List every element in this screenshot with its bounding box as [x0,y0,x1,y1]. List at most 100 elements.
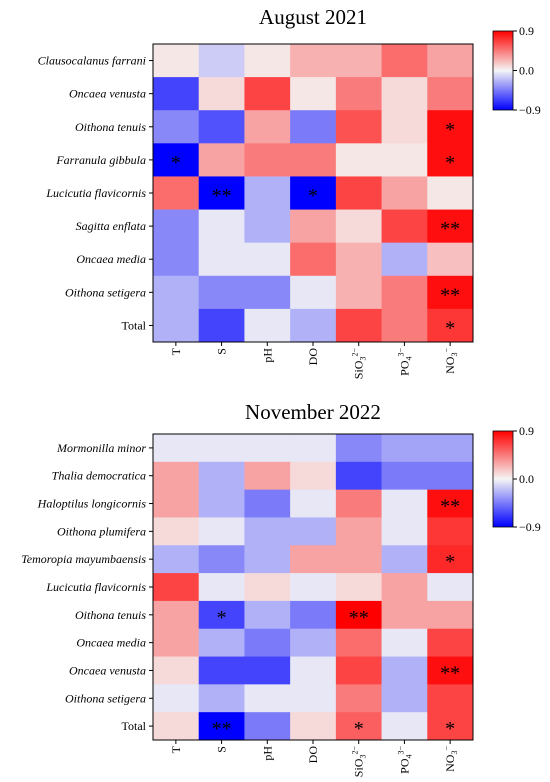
row-label: Oithona plumifera [57,524,146,538]
heatmap-cell [198,209,245,244]
heatmap-cell [290,656,337,685]
heatmap-cell [381,275,428,310]
row-label: Mormonilla minor [56,441,146,455]
heatmap-cell [335,545,382,574]
heatmap-cell [335,489,382,518]
heatmap-cell [153,461,200,491]
heatmap-cell [244,308,291,343]
significance-mark: * [445,718,455,740]
column-label: NO3− [442,746,459,772]
row-label: Total [122,318,147,332]
heatmap-cell [381,517,428,546]
heatmap-cell [198,176,245,210]
row-label: Oncaea media [76,636,146,650]
heatmap-cell [427,517,474,546]
heatmap-cell [381,489,428,518]
heatmap-cell [198,242,245,277]
heatmap-cell [427,44,474,78]
colorbar-tick-label: −0.9 [519,103,541,117]
heatmap-cell [290,712,337,741]
heatmap-cell [290,77,337,111]
heatmap-cell [198,143,245,177]
colorbar-tick-label: 0.0 [519,64,534,78]
heatmap-cell [427,209,474,244]
heatmap-cell [198,461,245,491]
heatmap-cell [244,110,291,144]
row-label: Temoropia mayumbaensis [21,552,146,566]
heatmap-cell [244,176,291,210]
heatmap-cell [427,242,474,277]
heatmap-cell [153,275,200,310]
heatmap-cell [335,461,382,491]
column-label: pH [260,746,274,761]
heatmap-cell [153,110,200,144]
heatmap-cell [427,489,474,518]
heatmap-cell [335,684,382,713]
heatmap-cell [198,489,245,518]
significance-mark: * [445,551,455,573]
row-label: Oncaea media [76,252,146,266]
column-label: SiO32− [351,746,368,778]
heatmap-cell [335,628,382,657]
significance-mark: ** [440,218,460,240]
heatmap-cell [153,242,200,277]
heatmap-cell [335,275,382,310]
heatmap-cell [290,600,337,630]
heatmap-cell [290,573,337,602]
chart-title: August 2021 [259,5,367,29]
heatmap-cell [244,143,291,177]
heatmap-cell [198,545,245,574]
significance-mark: ** [440,662,460,684]
heatmap-cell [335,712,382,741]
row-label: Farranula gibbula [55,153,146,167]
heatmap-cell [381,461,428,491]
heatmap-cell [381,712,428,741]
heatmap-cell [290,517,337,546]
column-label: NO3− [442,348,459,374]
significance-mark: * [445,119,455,141]
significance-mark: ** [212,718,232,740]
heatmap-cell [153,600,200,630]
significance-mark: ** [440,496,460,518]
heatmap-cell [244,712,291,741]
heatmap-cell [335,110,382,144]
heatmap-cell [427,573,474,602]
heatmap-cell [244,656,291,685]
column-label: DO [306,348,320,366]
heatmap-cell [198,308,245,343]
heatmap-cell [427,110,474,144]
heatmap-cell [153,489,200,518]
row-label: Total [122,719,147,733]
heatmap-november-2022: November 2022**** ****** * *Mormonilla mino… [21,400,541,777]
colorbar-tick-label: −0.9 [519,520,541,534]
heatmap-cell [381,600,428,630]
heatmap-cell [198,44,245,78]
heatmap-cell [198,712,245,741]
heatmap-cell [153,308,200,343]
row-label: Oithona tenuis [75,608,146,622]
heatmap-cell [381,545,428,574]
heatmap-cell [427,77,474,111]
heatmap-cell [244,517,291,546]
column-label: PO43− [396,348,413,376]
column-label: T [169,745,183,753]
heatmap-cell [198,434,245,463]
heatmap-cell [290,308,337,343]
row-label: Oithona tenuis [75,120,146,134]
significance-mark: * [171,152,181,174]
heatmap-cell [427,600,474,630]
column-label: PO43− [396,746,413,774]
row-label: Lucicutia flavicornis [45,580,146,594]
heatmap-cell [198,110,245,144]
chart-title: November 2022 [245,400,381,424]
heatmap-cell [335,242,382,277]
heatmap-cell [381,434,428,463]
heatmap-cell [381,684,428,713]
heatmap-cell [290,461,337,491]
heatmap-cell [290,242,337,277]
heatmap-cell [335,77,382,111]
heatmap-cell [244,77,291,111]
heatmap-cell [381,176,428,210]
heatmap-cell [290,684,337,713]
significance-mark: ** [349,607,369,629]
